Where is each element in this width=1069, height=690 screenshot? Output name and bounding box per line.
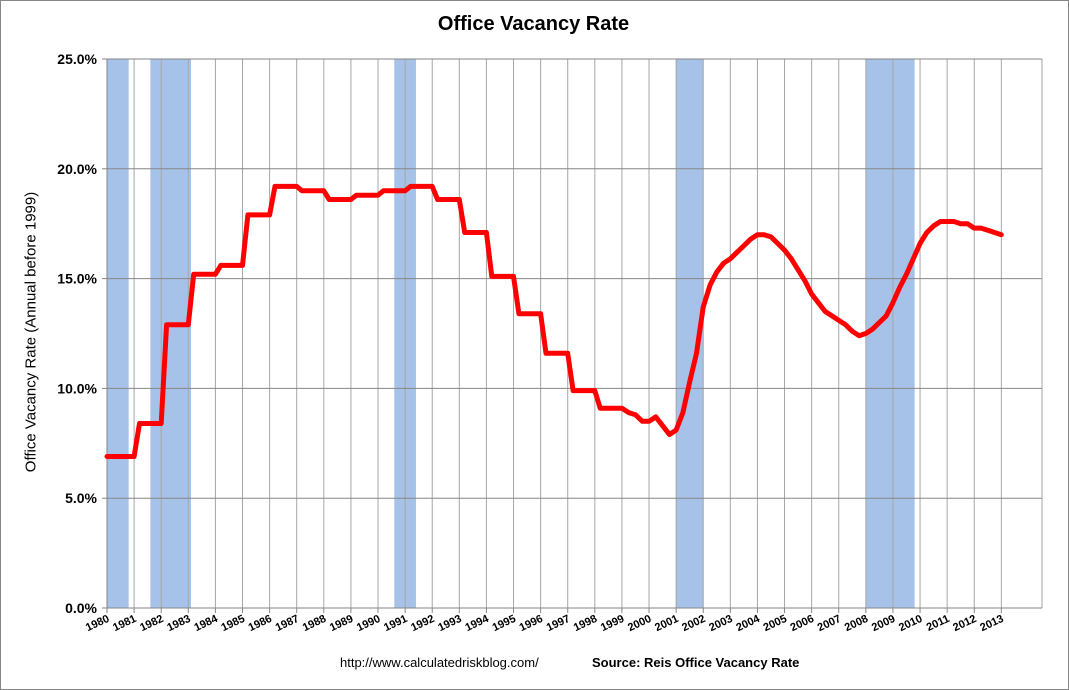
- x-tick-label: 1994: [463, 612, 491, 634]
- x-tick-label: 2005: [762, 613, 789, 634]
- x-tick-label: 2003: [707, 613, 734, 634]
- y-tick-label: 10.0%: [57, 380, 97, 396]
- x-tick-label: 2000: [626, 613, 653, 634]
- x-tick-label: 1982: [138, 613, 165, 634]
- y-tick-label: 5.0%: [65, 490, 97, 506]
- axes: [102, 58, 1042, 613]
- x-tick-label: 1980: [84, 613, 111, 634]
- x-tick-label: 1988: [301, 613, 328, 634]
- x-tick-label: 2013: [978, 613, 1005, 634]
- x-tick-label: 2006: [789, 613, 816, 634]
- x-tick-label: 1986: [247, 613, 274, 634]
- chart-title: Office Vacancy Rate: [437, 13, 630, 35]
- x-tick-label: 1998: [572, 613, 599, 634]
- x-tick-label: 1981: [111, 613, 138, 634]
- y-tick-label: 0.0%: [65, 600, 97, 616]
- x-tick-label: 1983: [165, 613, 192, 634]
- x-tick-label: 2008: [843, 613, 870, 634]
- x-tick-label: 1992: [409, 613, 436, 634]
- series-line: [104, 183, 1004, 459]
- x-tick-label: 1993: [436, 613, 463, 634]
- x-tick-label: 2002: [680, 613, 707, 634]
- x-tick-label: 1990: [355, 613, 382, 634]
- recession-band: [107, 59, 129, 608]
- footer-url: http://www.calculatedriskblog.com/: [340, 655, 539, 670]
- footer-source: Source: Reis Office Vacancy Rate: [592, 655, 800, 670]
- x-tick-label: 1996: [518, 613, 545, 634]
- recession-band: [865, 59, 915, 608]
- x-tick-label: 1984: [192, 612, 220, 634]
- x-tick-label: 1997: [545, 613, 572, 634]
- x-tick-label: 2001: [653, 613, 680, 634]
- y-tick-label: 20.0%: [57, 161, 97, 177]
- x-tick-label: 1991: [382, 613, 409, 634]
- x-tick-label: 2004: [734, 612, 762, 634]
- recession-bands: [107, 59, 915, 608]
- y-tick-label: 15.0%: [57, 271, 97, 287]
- x-tick-label: 2011: [925, 613, 952, 634]
- x-tick-label: 1999: [599, 613, 626, 634]
- x-tick-label: 2012: [951, 613, 978, 634]
- x-tick-label: 2009: [870, 613, 897, 634]
- recession-band: [150, 59, 192, 608]
- x-tick-label: 2007: [816, 613, 843, 634]
- series-line-layer: [104, 183, 1004, 459]
- x-tick-label: 1987: [274, 613, 301, 634]
- tick-labels: 0.0% 5.0% 10.0% 15.0% 20.0% 25.0% 1980 1981 1982…: [57, 51, 1005, 634]
- y-tick-label: 25.0%: [57, 51, 97, 67]
- x-tick-label: 1989: [328, 613, 355, 634]
- x-tick-label: 2010: [897, 613, 924, 634]
- x-tick-label: 1985: [220, 613, 247, 634]
- x-tick-label: 1995: [491, 613, 518, 634]
